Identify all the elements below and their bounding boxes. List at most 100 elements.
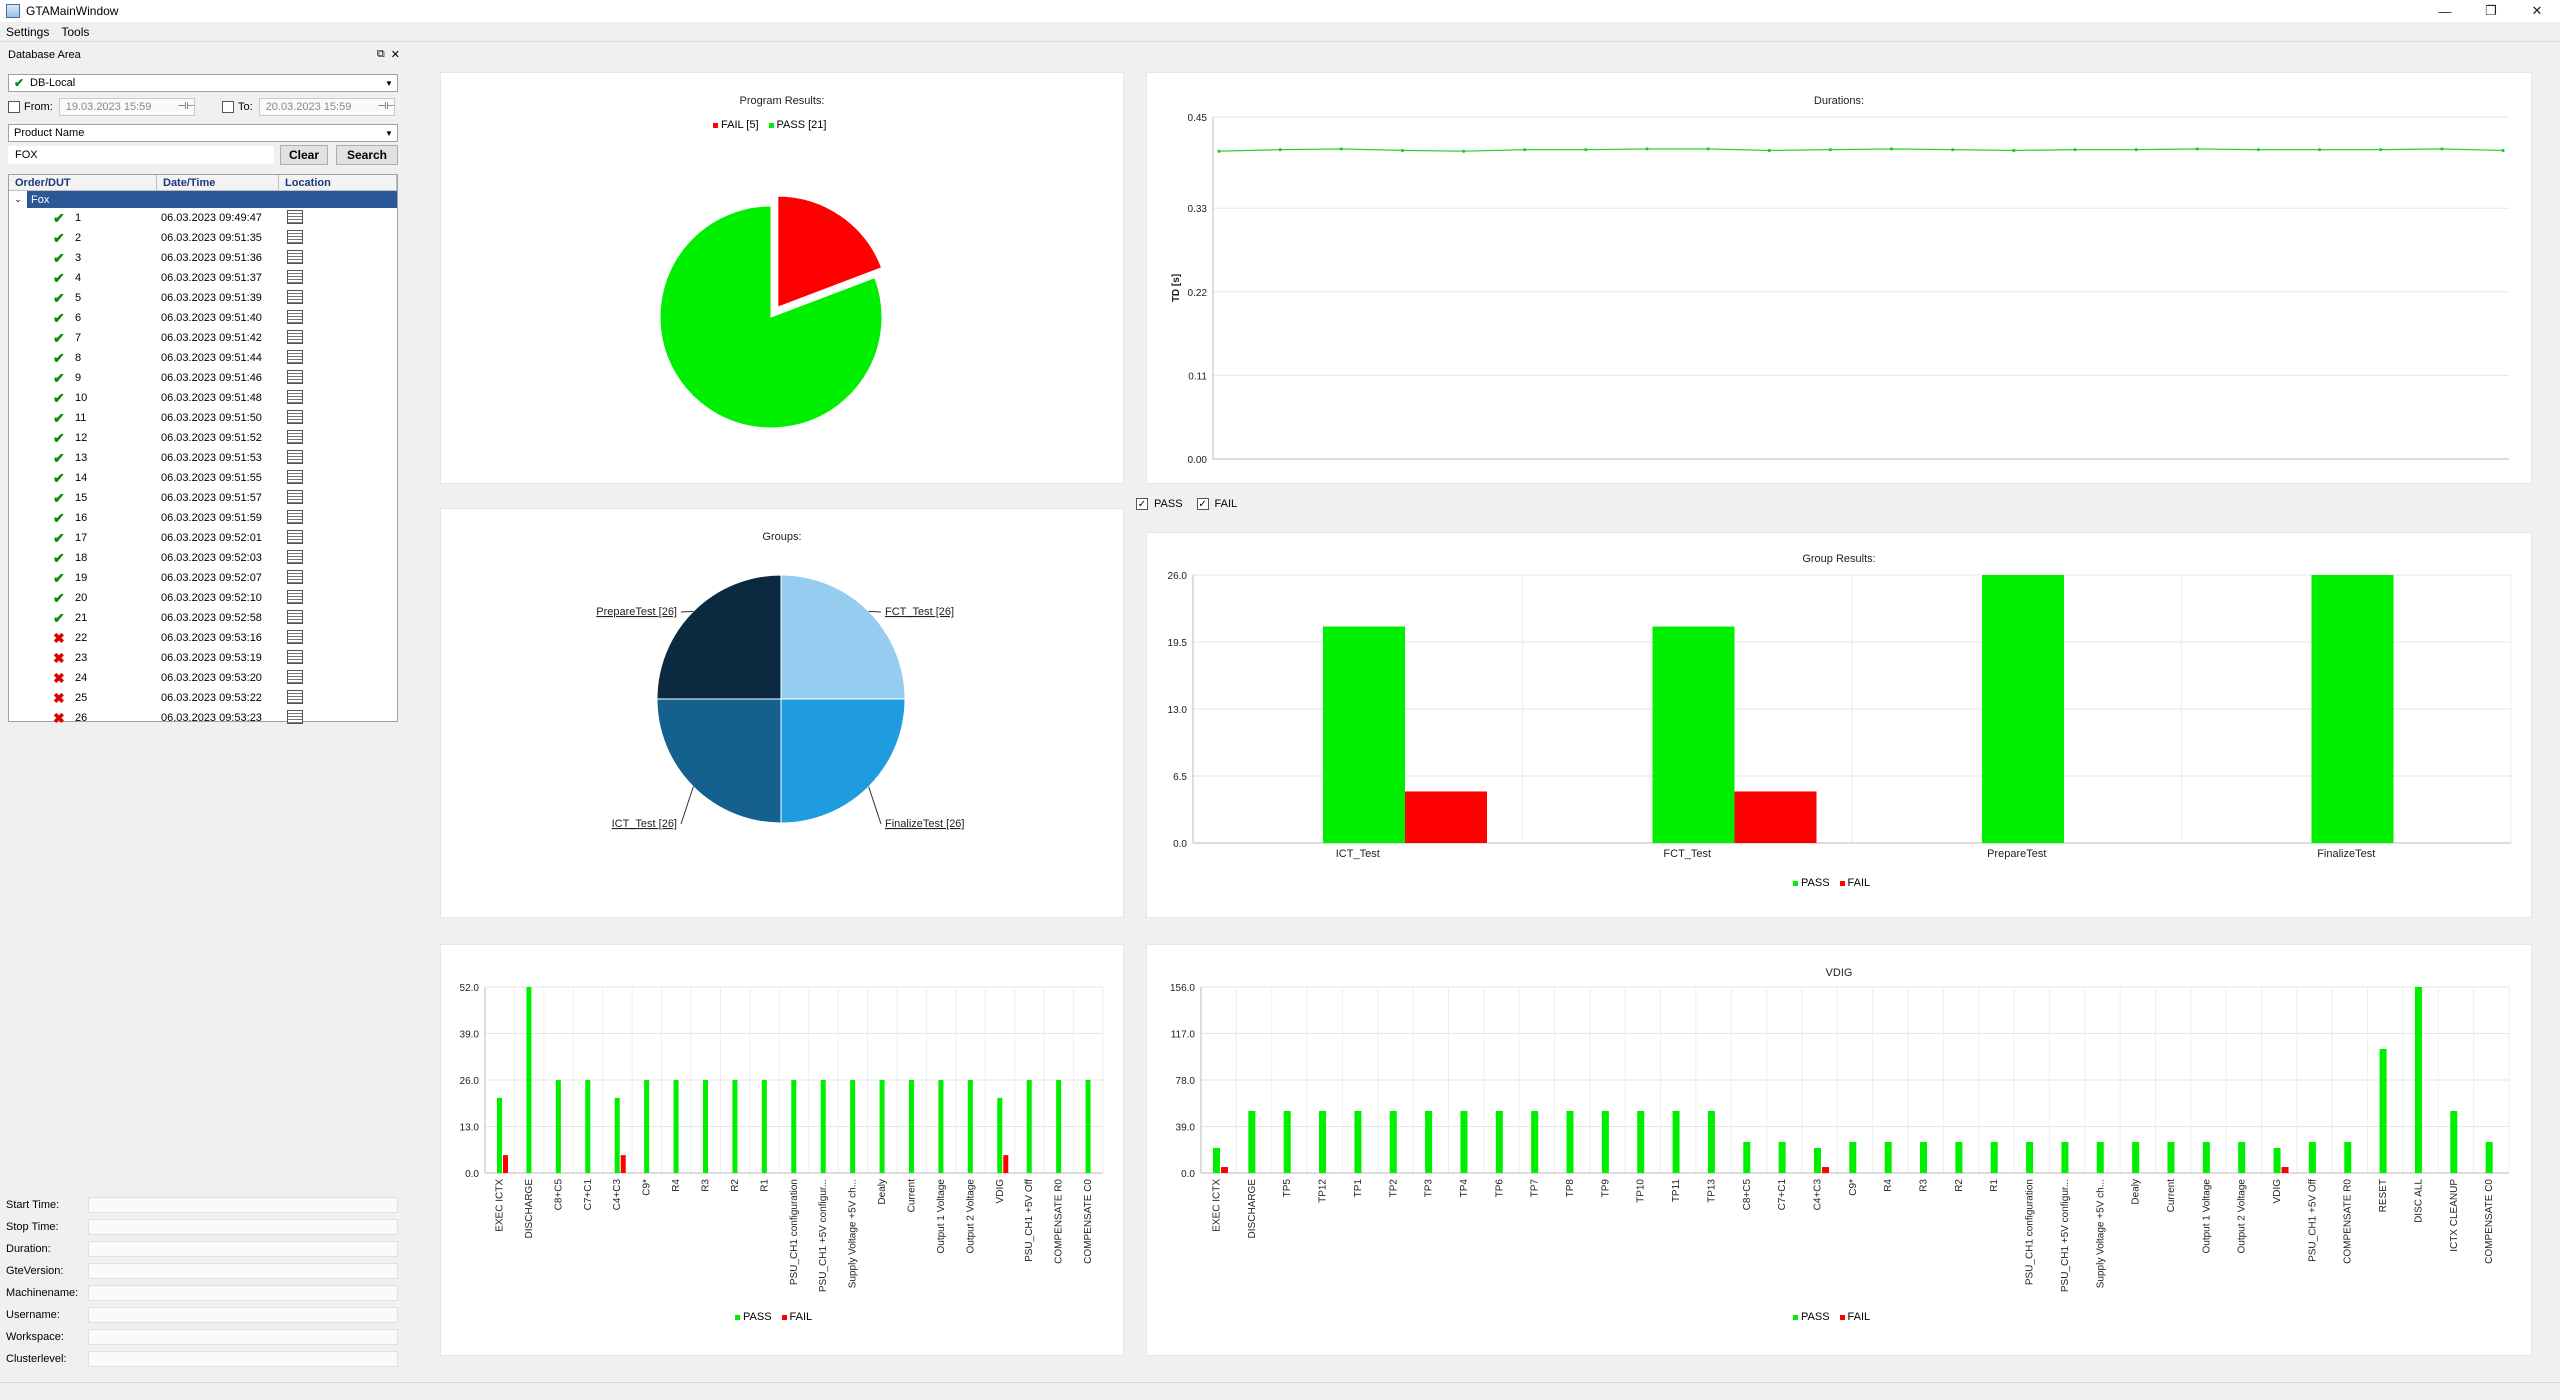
row-id: 12 — [75, 432, 88, 444]
row-id: 10 — [75, 392, 88, 404]
to-checkbox[interactable] — [222, 101, 234, 113]
location-file-icon[interactable] — [287, 569, 303, 584]
location-file-icon[interactable] — [287, 269, 303, 284]
location-file-icon[interactable] — [287, 349, 303, 364]
table-row[interactable]: ✔ 3 06.03.2023 09:51:36 — [9, 248, 397, 268]
bar-pass — [1248, 1111, 1256, 1173]
table-row[interactable]: ✔ 21 06.03.2023 09:52:58 — [9, 608, 397, 628]
table-row[interactable]: ✔ 6 06.03.2023 09:51:40 — [9, 308, 397, 328]
table-row[interactable]: ✔ 20 06.03.2023 09:52:10 — [9, 588, 397, 608]
fail-checkbox[interactable]: ✓ — [1196, 498, 1209, 510]
to-date-input[interactable]: 20.03.2023 15:59 ⊣⊢ — [258, 98, 396, 116]
table-row[interactable]: ✔ 8 06.03.2023 09:51:44 — [9, 348, 397, 368]
pass-checkbox[interactable]: ✓ — [1136, 498, 1148, 510]
bar-pass — [2308, 1142, 2316, 1173]
table-row[interactable]: ✔ 5 06.03.2023 09:51:39 — [9, 288, 397, 308]
clear-button[interactable]: Clear — [280, 145, 328, 165]
from-checkbox[interactable] — [8, 101, 20, 113]
table-row[interactable]: ✖ 22 06.03.2023 09:53:16 — [9, 628, 397, 648]
location-file-icon[interactable] — [287, 589, 303, 604]
location-file-icon[interactable] — [287, 209, 303, 224]
location-file-icon[interactable] — [287, 469, 303, 484]
col-order-dut[interactable]: Order/DUT — [9, 175, 157, 190]
table-row[interactable]: ✔ 7 06.03.2023 09:51:42 — [9, 328, 397, 348]
table-row[interactable]: ✔ 4 06.03.2023 09:51:37 — [9, 268, 397, 288]
minimize-button[interactable]: — — [2438, 3, 2452, 19]
database-select[interactable]: ✔ DB-Local ▼ — [8, 74, 398, 92]
duration-point — [2379, 148, 2383, 152]
pass-check-icon: ✔ — [53, 349, 65, 366]
col-date-time[interactable]: Date/Time — [157, 175, 279, 190]
location-file-icon[interactable] — [287, 409, 303, 424]
col-location[interactable]: Location — [279, 175, 397, 190]
spin-icon[interactable]: ⊣⊢ — [177, 101, 196, 112]
location-file-icon[interactable] — [287, 309, 303, 324]
table-row[interactable]: ✔ 17 06.03.2023 09:52:01 — [9, 528, 397, 548]
program-results-panel: Program Results: FAIL [5] PASS [21] — [440, 72, 1124, 484]
location-file-icon[interactable] — [287, 249, 303, 264]
location-file-icon[interactable] — [287, 549, 303, 564]
pie-leader-line — [868, 610, 882, 613]
location-file-icon[interactable] — [287, 629, 303, 644]
bar-pass — [497, 1097, 502, 1173]
location-file-icon[interactable] — [287, 529, 303, 544]
location-file-icon[interactable] — [287, 229, 303, 244]
location-file-icon[interactable] — [287, 429, 303, 444]
location-file-icon[interactable] — [287, 609, 303, 624]
row-id: 9 — [75, 372, 82, 384]
location-file-icon[interactable] — [287, 489, 303, 504]
table-row[interactable]: ✔ 12 06.03.2023 09:51:52 — [9, 428, 397, 448]
close-button[interactable]: ✕ — [2531, 3, 2543, 18]
location-file-icon[interactable] — [287, 389, 303, 404]
location-file-icon[interactable] — [287, 689, 303, 704]
close-icon[interactable]: ✕ — [390, 49, 400, 61]
bar-pass — [761, 1080, 767, 1173]
table-row[interactable]: ✔ 9 06.03.2023 09:51:46 — [9, 368, 397, 388]
table-row[interactable]: ✔ 10 06.03.2023 09:51:48 — [9, 388, 397, 408]
table-row[interactable]: ✔ 11 06.03.2023 09:51:50 — [9, 408, 397, 428]
table-row[interactable]: ✖ 24 06.03.2023 09:53:20 — [9, 668, 397, 688]
location-file-icon[interactable] — [287, 509, 303, 524]
bar-pass — [1566, 1111, 1574, 1173]
table-row[interactable]: ✔ 15 06.03.2023 09:51:57 — [9, 488, 397, 508]
menu-settings[interactable]: Settings — [6, 24, 50, 39]
collapse-icon[interactable]: ⌄ — [14, 194, 22, 204]
location-file-icon[interactable] — [287, 329, 303, 344]
bar-pass — [909, 1080, 914, 1173]
tree-root[interactable]: Fox — [27, 191, 397, 208]
spin-icon[interactable]: ⊣⊢ — [377, 101, 396, 112]
row-datetime: 06.03.2023 09:52:10 — [161, 592, 262, 604]
bar-pass — [673, 1080, 679, 1173]
table-row[interactable]: ✔ 19 06.03.2023 09:52:07 — [9, 568, 397, 588]
bar-pass — [1884, 1142, 1892, 1173]
float-icon[interactable]: ⧉ — [376, 48, 385, 60]
table-row[interactable]: ✖ 23 06.03.2023 09:53:19 — [9, 648, 397, 668]
location-file-icon[interactable] — [287, 669, 303, 684]
results-tree[interactable]: Order/DUT Date/Time Location ⌄ Fox ✔ 1 06.… — [8, 174, 398, 726]
location-file-icon[interactable] — [287, 449, 303, 464]
table-row[interactable]: ✖ 26 06.03.2023 09:53:23 — [9, 708, 397, 728]
menu-tools[interactable]: Tools — [61, 24, 90, 39]
fail-cross-icon: ✖ — [53, 709, 65, 726]
search-input[interactable]: FOX — [8, 146, 274, 164]
filter-field-select[interactable]: Product Name ▼ — [8, 124, 398, 142]
table-row[interactable]: ✔ 2 06.03.2023 09:51:35 — [9, 228, 397, 248]
details-panel: Start Time: Stop Time: Duration: GteVersion… — [6, 1194, 400, 1370]
location-file-icon[interactable] — [287, 649, 303, 664]
from-date-input[interactable]: 19.03.2023 15:59 ⊣⊢ — [58, 98, 196, 116]
location-file-icon[interactable] — [287, 709, 303, 724]
table-row[interactable]: ✔ 1 06.03.2023 09:49:47 — [9, 208, 397, 228]
info-value — [88, 1307, 398, 1323]
y-tick-label: 0.22 — [1188, 288, 1208, 299]
table-row[interactable]: ✔ 13 06.03.2023 09:51:53 — [9, 448, 397, 468]
location-file-icon[interactable] — [287, 369, 303, 384]
duration-point — [1523, 148, 1527, 152]
table-row[interactable]: ✔ 14 06.03.2023 09:51:55 — [9, 468, 397, 488]
restore-button[interactable]: ❐ — [2485, 3, 2497, 18]
table-row[interactable]: ✔ 18 06.03.2023 09:52:03 — [9, 548, 397, 568]
table-row[interactable]: ✖ 25 06.03.2023 09:53:22 — [9, 688, 397, 708]
search-button[interactable]: Search — [336, 145, 398, 165]
location-file-icon[interactable] — [287, 289, 303, 304]
table-row[interactable]: ✔ 16 06.03.2023 09:51:59 — [9, 508, 397, 528]
bar-pass — [2450, 1111, 2458, 1173]
